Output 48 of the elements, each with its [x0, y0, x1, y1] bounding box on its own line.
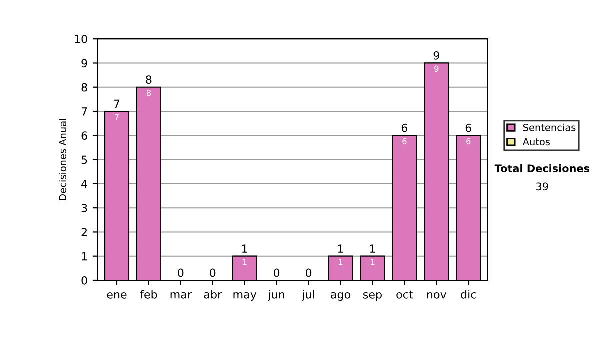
data-label: 1: [243, 259, 247, 266]
x-tick-label: ene: [107, 292, 127, 299]
x-tick-label: dic: [461, 290, 476, 299]
x-tick-label: jul: [302, 290, 314, 301]
total-label: 1: [338, 244, 344, 253]
x-tick-label: feb: [140, 290, 158, 299]
y-tick-label: 1: [82, 252, 88, 261]
data-label: 9: [434, 66, 439, 72]
x-tick-label: ago: [331, 292, 350, 301]
data-label: 8: [146, 90, 152, 96]
data-label: 6: [466, 138, 471, 145]
data-label: 6: [402, 138, 407, 145]
text: 39: [536, 182, 548, 191]
total-label: 1: [242, 244, 248, 253]
y-tick-label: 8: [82, 83, 88, 92]
y-tick-label: 4: [82, 180, 88, 188]
total-label: 0: [210, 268, 216, 278]
total-label: 9: [434, 51, 440, 60]
text: Total Decisiones: [494, 164, 590, 172]
legend-label: Autos: [522, 138, 550, 146]
data-label: 7: [115, 114, 119, 120]
y-tick-label: 10: [75, 35, 88, 44]
y-tick-label: 2: [82, 228, 87, 236]
x-tick-label: sep: [363, 292, 382, 301]
y-tick-label: 3: [82, 204, 88, 212]
y-tick-label: 7: [82, 108, 88, 116]
x-tick-label: jun: [268, 290, 284, 301]
data-label: 1: [370, 259, 375, 266]
y-tick-label: 5: [82, 156, 88, 164]
x-tick-label: may: [234, 292, 257, 301]
x-tick-label: nov: [427, 292, 447, 299]
y-tick-label: 9: [82, 59, 88, 68]
total-label: 0: [178, 268, 184, 278]
y-axis-title: Decisiones Anual: [58, 119, 66, 200]
total-label: 7: [114, 100, 120, 108]
legend-label: Sentencias: [523, 124, 576, 132]
total-label: 1: [370, 244, 376, 253]
total-label: 8: [146, 76, 152, 84]
x-tick-label: abr: [204, 290, 222, 299]
data-label: 1: [339, 259, 343, 266]
total-label: 0: [306, 268, 312, 278]
x-tick-label: mar: [170, 292, 192, 299]
total-label: 6: [402, 124, 408, 132]
total-label: 6: [466, 124, 472, 132]
y-tick-label: 0: [82, 276, 88, 285]
y-tick-label: 6: [82, 132, 88, 140]
x-tick-label: oct: [396, 290, 414, 299]
total-label: 0: [274, 268, 280, 278]
